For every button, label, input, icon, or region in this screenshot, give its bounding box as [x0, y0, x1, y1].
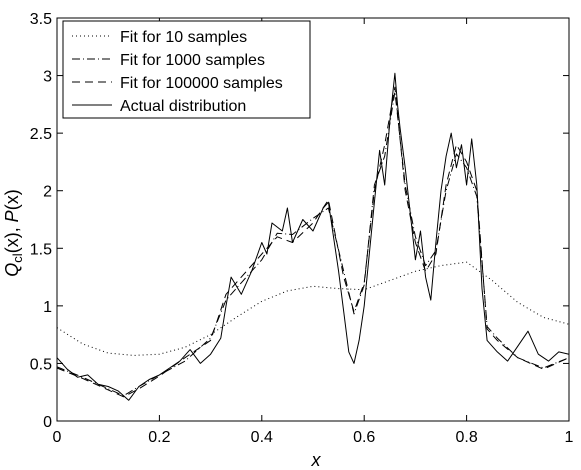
legend-item-10-samples: Fit for 10 samples: [72, 29, 247, 46]
series-line-100000-samples: [56, 86, 570, 398]
legend-item-100000-samples: Fit for 100000 samples: [72, 75, 283, 92]
y-axis-label-q-arg: (x),: [2, 222, 22, 253]
x-tick-label: 1: [565, 429, 574, 446]
y-tick-label: 3.5: [30, 11, 52, 28]
x-tick-label: 0.4: [251, 429, 273, 446]
x-tick-label: 0.8: [455, 429, 477, 446]
legend-label-1000-samples: Fit for 1000 samples: [120, 52, 265, 69]
legend-label-100000-samples: Fit for 100000 samples: [120, 75, 283, 92]
series-line-actual-distribution: [56, 72, 570, 401]
series-line-1000-samples: [56, 91, 570, 397]
plot-lines: [56, 72, 570, 401]
y-tick-label: 2.5: [30, 126, 52, 143]
legend: Fit for 10 samples Fit for 1000 samples …: [62, 20, 311, 119]
y-tick-label: 1.5: [30, 241, 52, 258]
x-axis-label: x: [311, 450, 322, 470]
legend-item-actual-distribution: Actual distribution: [72, 98, 246, 115]
y-axis-label-p: P: [2, 210, 22, 222]
legend-label-10-samples: Fit for 10 samples: [120, 29, 247, 46]
y-axis-label-q-sub: cl: [10, 253, 25, 263]
y-tick-label: 1: [43, 299, 52, 316]
legend-box: [62, 20, 311, 119]
y-tick-label: 3: [43, 69, 52, 86]
y-axis-label-p-arg: (x): [2, 189, 22, 210]
x-tick-label: 0.2: [148, 429, 170, 446]
plot-frame: [56, 17, 570, 422]
series-line-10-samples: [56, 261, 570, 356]
y-tick-label: 0: [43, 414, 52, 431]
y-axis-label: Qcl(x), P(x): [2, 189, 25, 276]
x-tick-label: 0.6: [353, 429, 375, 446]
y-axis-label-q: Q: [2, 263, 22, 277]
y-tick-label: 0.5: [30, 356, 52, 373]
legend-item-1000-samples: Fit for 1000 samples: [72, 52, 265, 69]
y-tick-label: 2: [43, 184, 52, 201]
legend-label-actual-distribution: Actual distribution: [120, 98, 246, 115]
axis-tick-labels: 0 0.2 0.4 0.6 0.8 1 0 0.5 1 1.5 2 2.5 3 3.5: [30, 11, 574, 446]
x-tick-label: 0: [53, 429, 62, 446]
